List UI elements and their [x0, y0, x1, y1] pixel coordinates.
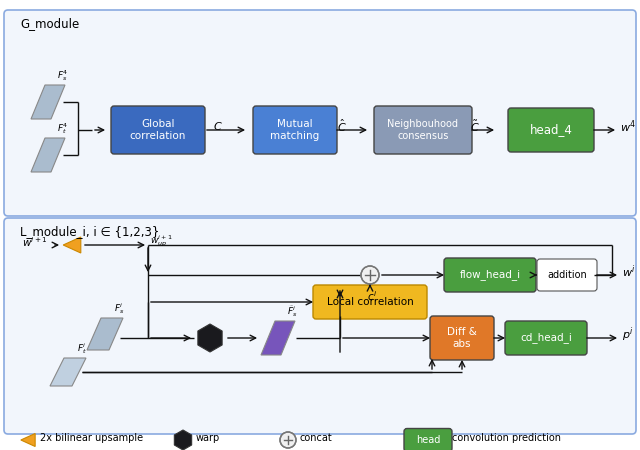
Text: addition: addition [547, 270, 587, 280]
Text: head_4: head_4 [529, 123, 572, 136]
Text: cd_head_i: cd_head_i [520, 333, 572, 343]
Polygon shape [87, 318, 123, 350]
Text: $w^i$: $w^i$ [622, 264, 636, 280]
FancyBboxPatch shape [4, 10, 636, 216]
Polygon shape [31, 138, 65, 172]
Text: $\hat{C}$: $\hat{C}$ [337, 118, 347, 134]
Polygon shape [50, 358, 86, 386]
Text: $c^i$: $c^i$ [367, 289, 377, 303]
FancyBboxPatch shape [374, 106, 472, 154]
Text: L_module_i, i ∈ {1,2,3}: L_module_i, i ∈ {1,2,3} [20, 225, 159, 238]
Text: Neighbouhood
consensus: Neighbouhood consensus [387, 119, 458, 141]
FancyBboxPatch shape [253, 106, 337, 154]
Polygon shape [198, 324, 222, 352]
Text: G_module: G_module [20, 18, 79, 31]
Polygon shape [31, 85, 65, 119]
Text: $F_t^i$: $F_t^i$ [77, 341, 87, 356]
FancyBboxPatch shape [444, 258, 536, 292]
Circle shape [280, 432, 296, 448]
Text: Global
correlation: Global correlation [130, 119, 186, 141]
Circle shape [361, 266, 379, 284]
Text: Mutual
matching: Mutual matching [270, 119, 319, 141]
FancyBboxPatch shape [430, 316, 494, 360]
Text: $w^{i+1}$: $w^{i+1}$ [22, 235, 48, 249]
FancyBboxPatch shape [4, 218, 636, 434]
FancyBboxPatch shape [313, 285, 427, 319]
Text: $p^i$: $p^i$ [622, 326, 634, 344]
Text: convolution prediction: convolution prediction [452, 433, 561, 443]
Text: $w_{up}^{i+1}$: $w_{up}^{i+1}$ [150, 233, 173, 249]
FancyBboxPatch shape [404, 428, 452, 450]
Text: $C$: $C$ [213, 120, 223, 132]
Text: concat: concat [300, 433, 333, 443]
Text: Local correlation: Local correlation [326, 297, 413, 307]
Text: 2x bilinear upsample: 2x bilinear upsample [40, 433, 143, 443]
Polygon shape [63, 237, 81, 253]
Text: $\tilde{C}$: $\tilde{C}$ [470, 118, 480, 134]
Text: $F_t^4$: $F_t^4$ [57, 121, 68, 136]
Text: warp: warp [196, 433, 220, 443]
Polygon shape [21, 433, 35, 446]
Text: $F_s^i$: $F_s^i$ [114, 301, 124, 316]
Text: Diff &
abs: Diff & abs [447, 327, 477, 349]
FancyBboxPatch shape [111, 106, 205, 154]
FancyBboxPatch shape [508, 108, 594, 152]
Polygon shape [261, 321, 295, 355]
Polygon shape [174, 430, 191, 450]
Text: head: head [416, 435, 440, 445]
Text: $w^4$: $w^4$ [620, 119, 636, 135]
FancyBboxPatch shape [537, 259, 597, 291]
Text: $\widetilde{F}_s^i$: $\widetilde{F}_s^i$ [287, 304, 298, 319]
Text: flow_head_i: flow_head_i [460, 270, 520, 280]
FancyBboxPatch shape [505, 321, 587, 355]
Text: $F_s^4$: $F_s^4$ [57, 68, 68, 83]
